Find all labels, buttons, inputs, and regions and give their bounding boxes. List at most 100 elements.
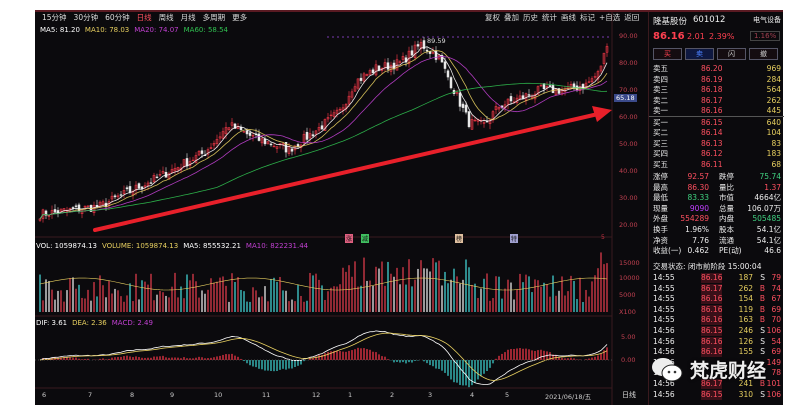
tick-time: 14:56 xyxy=(653,379,675,388)
stat-key: 现量 xyxy=(653,203,668,213)
period-toolbar: 15分钟 30分钟 60分钟 日线 周线 月线 多周期 更多 xyxy=(42,12,254,23)
order-book-row: 卖四 86.19 284 xyxy=(653,75,781,85)
order-volume: 104 xyxy=(766,128,781,137)
stat-value: 83.33 xyxy=(687,193,709,203)
trade-button[interactable]: 卖 xyxy=(685,48,714,60)
candle-body xyxy=(251,135,255,137)
candle-body xyxy=(86,205,90,207)
candle-body xyxy=(506,98,510,105)
price-axis-label: 90.00 xyxy=(619,32,638,40)
period-tab[interactable]: 60分钟 xyxy=(105,13,130,22)
volume-bar xyxy=(429,271,431,312)
period-tab[interactable]: 15分钟 xyxy=(42,13,67,22)
volume-bar xyxy=(534,279,536,312)
candle-body xyxy=(275,146,279,149)
candle-body xyxy=(389,64,393,72)
volume-axis-label: 5000 xyxy=(619,291,636,299)
period-tab[interactable]: 更多 xyxy=(232,13,248,22)
order-volume: 969 xyxy=(766,64,781,73)
volume-bar xyxy=(69,277,71,312)
candle-body xyxy=(533,93,537,100)
volume-bar xyxy=(372,285,374,312)
trade-status: 交易状态: 闭市前阶段 15:00:04 xyxy=(653,262,762,271)
trade-button[interactable]: 闪 xyxy=(717,48,746,60)
volume-bar xyxy=(396,267,398,312)
period-tab[interactable]: 日线 xyxy=(136,13,152,22)
trade-button[interactable]: 买 xyxy=(653,48,682,60)
candle-body xyxy=(332,112,336,117)
volume-bar xyxy=(474,283,476,312)
x-axis-label: 9 xyxy=(170,391,175,399)
candle-body xyxy=(350,91,354,98)
event-marker[interactable]: 5 xyxy=(601,234,605,241)
tick-count: 54 xyxy=(771,336,781,346)
candle-body xyxy=(593,76,597,78)
period-label[interactable]: 日线 xyxy=(622,391,636,399)
tick-side: B xyxy=(759,304,765,314)
volume-bar xyxy=(120,296,122,312)
tick-time: 14:55 xyxy=(653,273,675,282)
period-tab[interactable]: 周线 xyxy=(158,13,174,22)
period-tab[interactable]: 月线 xyxy=(180,13,196,22)
action-button[interactable]: +自选 xyxy=(599,13,621,22)
x-axis-label: 1 xyxy=(348,391,353,399)
indicator-legend-macd: DIF: 3.61 DEA: 2.36 MACD: 2.49 xyxy=(36,319,158,327)
stat-value: 7.76 xyxy=(692,235,709,245)
volume-bar xyxy=(303,301,305,312)
volume-bar xyxy=(321,285,323,312)
volume-bar xyxy=(150,273,152,312)
volume-bar xyxy=(60,290,62,312)
sector-label[interactable]: 电气设备 xyxy=(753,16,781,24)
tick-volume: 241 xyxy=(738,379,753,388)
tick-time: 14:55 xyxy=(653,315,675,325)
volume-bar xyxy=(582,301,584,312)
trade-button[interactable]: 撤 xyxy=(749,48,778,60)
event-marker[interactable]: 榜 xyxy=(455,234,464,243)
action-button[interactable]: 返回 xyxy=(624,13,640,22)
volume-bar xyxy=(462,279,464,312)
period-tab[interactable]: 30分钟 xyxy=(73,13,99,22)
stat-value: 54.1亿 xyxy=(756,235,781,245)
candle-body xyxy=(143,185,147,188)
action-button[interactable]: 标记 xyxy=(580,13,595,22)
volume-bar xyxy=(411,286,413,312)
candle-body xyxy=(458,92,462,107)
candle-body xyxy=(122,190,126,194)
volume-bar xyxy=(510,282,512,312)
change-box: 1.16% xyxy=(750,31,781,41)
volume-bar xyxy=(123,301,125,312)
order-volume: 640 xyxy=(766,117,781,127)
volume-bar xyxy=(201,290,203,312)
volume-bar xyxy=(84,298,86,312)
candle-body xyxy=(266,141,270,145)
candle-body xyxy=(245,130,249,135)
candle-body xyxy=(314,130,318,135)
action-button[interactable]: 历史 xyxy=(523,13,538,22)
candle-body xyxy=(371,69,375,74)
volume-bar xyxy=(315,273,317,312)
volume-bar xyxy=(507,279,509,312)
quote-panel: 隆基股份 601012 电气设备 86.16 2.01 2.39% 1.16% 买卖闪撤卖五 8… xyxy=(648,12,784,405)
candle-body xyxy=(188,161,192,166)
volume-bar xyxy=(186,274,188,312)
order-book-row: 买五 86.11 68 xyxy=(653,160,781,170)
action-button[interactable]: 统计 xyxy=(542,13,557,22)
stat-key: 量比 xyxy=(719,182,734,192)
current-price-tag: 65.18 xyxy=(614,94,637,102)
stat-key: 流通 xyxy=(719,235,734,245)
event-marker[interactable]: 特 xyxy=(510,234,519,243)
volume-bar xyxy=(441,285,443,312)
action-button[interactable]: 复权 xyxy=(485,13,500,22)
event-marker[interactable]: 减 xyxy=(361,234,370,243)
volume-bar xyxy=(237,277,239,312)
candle-body xyxy=(359,77,363,81)
action-button[interactable]: 画线 xyxy=(561,13,576,22)
volume-bar xyxy=(135,273,137,312)
action-button[interactable]: 叠加 xyxy=(504,13,519,22)
period-tab[interactable]: 多周期 xyxy=(202,13,226,22)
event-marker[interactable]: 涨 xyxy=(345,234,354,243)
volume-bar xyxy=(144,281,146,312)
order-price: 86.13 xyxy=(701,138,723,148)
trend-arrow-line xyxy=(93,112,600,232)
